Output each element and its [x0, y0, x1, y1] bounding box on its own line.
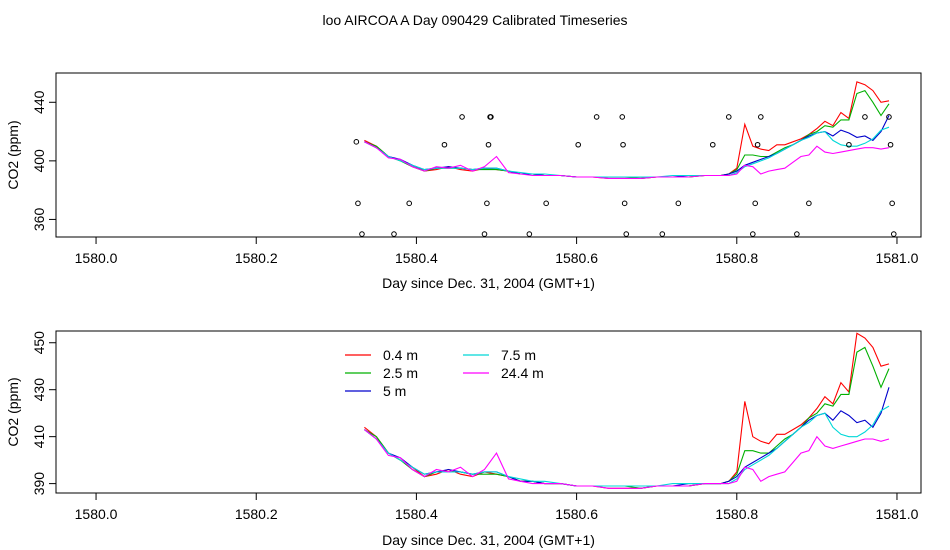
- plot-frame: [55, 72, 922, 238]
- y-axis-label: CO2 (ppm): [5, 120, 21, 189]
- scatter-point: [543, 200, 549, 207]
- scatter-point: [359, 231, 365, 237]
- scatter-point: [459, 114, 465, 120]
- scatter-point: [620, 141, 626, 148]
- x-tick-label: 1580.2: [235, 250, 278, 266]
- scatter-point: [406, 200, 413, 207]
- x-axis-label: Day since Dec. 31, 2004 (GMT+1): [382, 532, 595, 548]
- series-line-7-5-m: [364, 405, 890, 487]
- x-tick-label: 1580.0: [75, 250, 118, 266]
- series-line-24-4-m: [364, 429, 890, 489]
- y-tick-label: 410: [31, 425, 47, 449]
- x-axis-label: Day since Dec. 31, 2004 (GMT+1): [382, 275, 595, 291]
- top-panel: 1580.0 1580.2 1580.4 1580.6 1580.8 1581.0 360 4…: [5, 72, 922, 291]
- x-tick-label: 1580.4: [395, 506, 438, 522]
- legend-label-24-4-m: 24.4 m: [501, 365, 544, 381]
- y-tick-label: 360: [31, 208, 47, 232]
- scatter-point: [391, 231, 397, 237]
- scatter-point: [488, 114, 494, 120]
- scatter-point: [575, 141, 582, 148]
- scatter-point: [862, 114, 868, 120]
- scatter-point: [353, 139, 360, 145]
- scatter-point: [725, 114, 732, 120]
- scatter-point: [481, 231, 488, 237]
- scatter-point: [355, 200, 361, 207]
- page-title: loo AIRCOA A Day 090429 Calibrated Times…: [322, 12, 627, 28]
- scatter-point: [621, 200, 628, 207]
- scatter-point: [794, 231, 800, 237]
- scatter-point: [623, 231, 630, 237]
- scatter-point: [659, 231, 666, 237]
- plot-frame: [55, 330, 922, 494]
- x-tick-label: 1581.0: [876, 250, 919, 266]
- plot-area: [364, 332, 890, 489]
- scatter-point: [675, 200, 682, 207]
- scatter-point: [754, 141, 761, 148]
- scatter-point: [593, 114, 600, 120]
- legend-label-7-5-m: 7.5 m: [501, 347, 536, 363]
- y-tick-label: 430: [31, 378, 47, 402]
- scatter-point: [846, 141, 852, 148]
- x-tick-label: 1580.8: [715, 250, 758, 266]
- scatter-point: [806, 200, 812, 207]
- y-axis-label: CO2 (ppm): [5, 377, 21, 446]
- x-tick-label: 1580.8: [715, 506, 758, 522]
- y-tick-label: 450: [31, 331, 47, 355]
- x-tick-label: 1580.4: [395, 250, 438, 266]
- series-line-7-5-m: [364, 126, 890, 178]
- plot-area: [353, 81, 897, 237]
- scatter-point: [758, 114, 764, 120]
- scatter-point: [484, 200, 490, 207]
- scatter-point: [750, 231, 756, 237]
- scatter-point: [619, 114, 626, 120]
- scatter-point: [752, 200, 759, 207]
- x-tick-label: 1580.6: [555, 250, 598, 266]
- scatter-point: [485, 141, 492, 148]
- y-tick-label: 390: [31, 472, 47, 496]
- bottom-panel: 1580.0 1580.2 1580.4 1580.6 1580.8 1581.0 390 4…: [5, 330, 922, 548]
- x-tick-label: 1580.0: [75, 506, 118, 522]
- scatter-point: [887, 141, 894, 148]
- legend-label-2-5-m: 2.5 m: [383, 365, 418, 381]
- y-tick-label: 400: [31, 149, 47, 173]
- legend-label-0-4-m: 0.4 m: [383, 347, 418, 363]
- scatter-point: [441, 141, 448, 148]
- legend-label-5-m: 5 m: [383, 383, 406, 399]
- series-line-24-4-m: [364, 141, 890, 179]
- x-tick-label: 1580.2: [235, 506, 278, 522]
- x-tick-label: 1581.0: [876, 506, 919, 522]
- scatter-point: [526, 231, 533, 237]
- scatter-point: [889, 200, 895, 207]
- scatter-point: [709, 141, 716, 148]
- scatter-point: [886, 114, 892, 120]
- scatter-point: [890, 231, 897, 237]
- x-tick-label: 1580.6: [555, 506, 598, 522]
- y-tick-label: 440: [31, 90, 47, 114]
